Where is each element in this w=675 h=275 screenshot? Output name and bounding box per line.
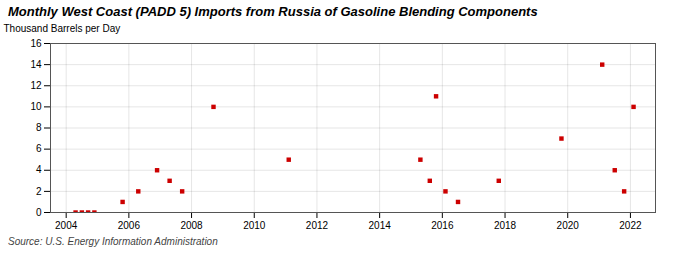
svg-text:2020: 2020 bbox=[557, 220, 580, 231]
svg-text:2016: 2016 bbox=[431, 220, 454, 231]
svg-text:16: 16 bbox=[30, 38, 42, 49]
svg-text:2006: 2006 bbox=[118, 220, 141, 231]
svg-text:8: 8 bbox=[36, 122, 42, 133]
svg-text:2012: 2012 bbox=[306, 220, 329, 231]
svg-text:4: 4 bbox=[36, 164, 42, 175]
html-text:Monthly West Coast (PADD 5) Im: Monthly West Coast (PADD 5) Imports from… bbox=[8, 4, 538, 19]
html-text:Source: U.S. Energy Informatio: Source: U.S. Energy Information Administ… bbox=[8, 236, 218, 247]
svg-text:2010: 2010 bbox=[243, 220, 266, 231]
svg-text:2022: 2022 bbox=[619, 220, 642, 231]
svg-text:2008: 2008 bbox=[180, 220, 203, 231]
svg-text:2004: 2004 bbox=[55, 220, 78, 231]
svg-text:0: 0 bbox=[36, 207, 42, 218]
svg-text:6: 6 bbox=[36, 143, 42, 154]
svg-text:10: 10 bbox=[30, 101, 42, 112]
svg-text:2018: 2018 bbox=[494, 220, 517, 231]
svg-text:2014: 2014 bbox=[369, 220, 392, 231]
svg-text:14: 14 bbox=[30, 59, 42, 70]
svg-text:12: 12 bbox=[30, 80, 42, 91]
svg-text:Thousand Barrels per Day: Thousand Barrels per Day bbox=[4, 23, 121, 34]
svg-text:2: 2 bbox=[36, 186, 42, 197]
